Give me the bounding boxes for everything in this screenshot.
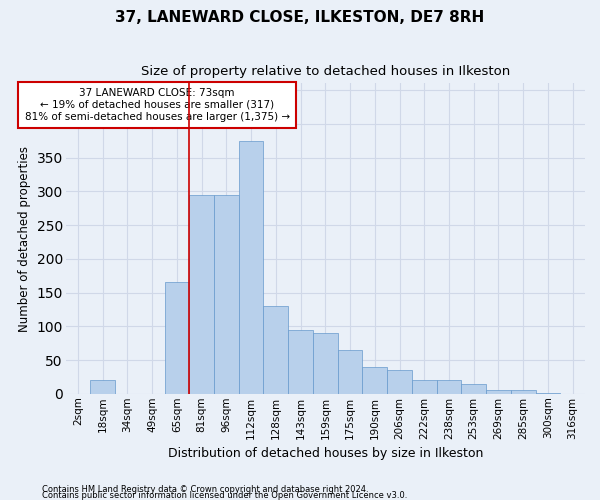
Bar xyxy=(263,306,288,394)
Bar xyxy=(239,140,263,394)
Bar xyxy=(412,380,437,394)
Bar xyxy=(338,350,362,394)
Bar xyxy=(387,370,412,394)
Text: 37, LANEWARD CLOSE, ILKESTON, DE7 8RH: 37, LANEWARD CLOSE, ILKESTON, DE7 8RH xyxy=(115,10,485,25)
Title: Size of property relative to detached houses in Ilkeston: Size of property relative to detached ho… xyxy=(140,65,510,78)
Bar xyxy=(486,390,511,394)
Bar xyxy=(536,393,560,394)
Bar xyxy=(511,390,536,394)
Text: 37 LANEWARD CLOSE: 73sqm
← 19% of detached houses are smaller (317)
81% of semi-: 37 LANEWARD CLOSE: 73sqm ← 19% of detach… xyxy=(25,88,290,122)
Bar xyxy=(189,194,214,394)
Bar xyxy=(288,330,313,394)
Bar xyxy=(437,380,461,394)
Bar xyxy=(91,380,115,394)
Bar xyxy=(164,282,189,394)
Bar xyxy=(461,384,486,394)
Bar xyxy=(214,194,239,394)
X-axis label: Distribution of detached houses by size in Ilkeston: Distribution of detached houses by size … xyxy=(167,447,483,460)
Text: Contains HM Land Registry data © Crown copyright and database right 2024.: Contains HM Land Registry data © Crown c… xyxy=(42,485,368,494)
Bar xyxy=(313,333,338,394)
Text: Contains public sector information licensed under the Open Government Licence v3: Contains public sector information licen… xyxy=(42,491,407,500)
Bar xyxy=(362,367,387,394)
Y-axis label: Number of detached properties: Number of detached properties xyxy=(18,146,31,332)
